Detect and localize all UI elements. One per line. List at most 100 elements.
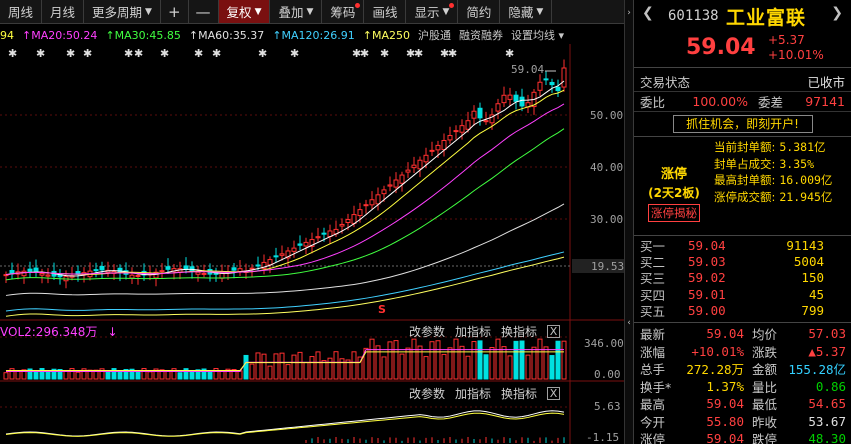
panel-collapse-icon[interactable]: › (627, 8, 631, 18)
candle-body (423, 154, 429, 163)
ma30-line (5, 128, 565, 281)
toolbar-item-8[interactable]: 画线 (364, 0, 407, 23)
panel-toggle-strip[interactable]: › ‹ (624, 0, 633, 444)
order-price: 59.04 (688, 237, 726, 253)
ma-extra-2[interactable]: 设置均线 ▾ (510, 29, 565, 42)
toolbar-item-3[interactable]: + (161, 0, 189, 23)
volume-bar (105, 371, 111, 380)
quote-value: 155.28亿 (788, 362, 846, 378)
indicator-switch-indicator-button[interactable]: 换指标 (500, 387, 537, 401)
volume-bar (399, 353, 405, 380)
candle-body (279, 253, 285, 256)
candle-body (363, 204, 369, 207)
quote-value: 59.04 (706, 396, 744, 412)
volume-bar (363, 347, 369, 380)
quote-label: 均价 (752, 327, 778, 343)
signal-star-icon: ✱ (134, 47, 143, 60)
dropdown-arrow-icon: ▼ (145, 6, 152, 17)
ma10-value: 94 (0, 28, 14, 42)
indicator-axis-tick: -1.15 (586, 431, 619, 444)
ma-extra-1[interactable]: 融资融券 (458, 29, 503, 42)
indicator-edit-params-button[interactable]: 改参数 (408, 387, 445, 401)
volume-bar (561, 340, 567, 380)
candle-body (249, 267, 255, 270)
volume-bar (237, 370, 243, 380)
volume-bar (273, 353, 279, 380)
order-level-label: 买一 (640, 238, 666, 254)
panel-expand-icon[interactable]: ‹ (627, 318, 631, 328)
dropdown-arrow-icon: ▼ (442, 6, 450, 17)
candle-body (399, 174, 405, 184)
candle-body (465, 120, 471, 130)
quote-row: 最高 59.04 最低 54.65 (634, 395, 851, 413)
ma-up-arrow-icon: ↑ (105, 28, 115, 42)
candle-body (513, 94, 519, 102)
volume-bar (357, 356, 363, 380)
volume-bar (231, 369, 237, 380)
toolbar-item-9[interactable]: 显示 ▼ (406, 0, 459, 23)
max-price-label: 59.04 (511, 63, 544, 76)
volume-bar (549, 355, 555, 380)
volume-bar (159, 369, 165, 380)
indicator-add-indicator-button[interactable]: 加指标 (454, 387, 491, 401)
signal-star-icon: ✱ (352, 47, 361, 60)
toolbar-item-0[interactable]: 周线 (0, 0, 43, 23)
signal-star-icon: ✱ (194, 47, 203, 60)
volume-bar (321, 360, 327, 380)
volume-bar (33, 371, 39, 380)
prev-stock-icon[interactable]: ❮ (642, 5, 654, 21)
open-account-promo-button[interactable]: 抓住机会，即刻开户! (672, 115, 813, 133)
quote-label: 涨跌 (752, 344, 778, 360)
next-stock-icon[interactable]: ❯ (831, 5, 843, 21)
candle-body (447, 135, 453, 141)
stock-header: ❮ 601138 工业富联 ❯ 59.04 +5.37 +10.01% (634, 0, 851, 68)
limit-up-reveal-button[interactable]: 涨停揭秘 (648, 204, 700, 222)
volume-close-icon[interactable]: X (547, 325, 560, 338)
chart-toolbar: 周线 月线 更多周期 ▼ + — 复权 ▼ 叠加 ▼ 筹码 画线 显示 ▼ 简约 隐藏 ▼ (0, 0, 632, 24)
indicator-close-icon[interactable]: X (547, 387, 560, 400)
volume-bar (81, 368, 87, 380)
toolbar-item-4[interactable]: — (189, 0, 219, 23)
candle-body (369, 199, 375, 206)
weicha-label: 委差 (758, 95, 784, 110)
volume-header: VOL2:296.348万 ↓ 改参数 加指标 换指标 X (0, 323, 570, 340)
toolbar-item-6[interactable]: 叠加 ▼ (270, 0, 323, 23)
order-book-row: 买五 59.00 799 (634, 303, 851, 319)
volume-bar (99, 368, 105, 380)
limit-up-stat-label: 当前封单额: (714, 140, 776, 154)
candle-body (321, 232, 327, 235)
volume-bar (111, 368, 117, 380)
quote-value: 59.04 (706, 326, 744, 342)
ma-legend-item: ↑MA20:50.24 (22, 29, 97, 42)
volume-bar (393, 340, 399, 380)
toolbar-item-5[interactable]: 复权 ▼ (218, 0, 271, 23)
indicator-line (5, 410, 565, 437)
ma-extra-0[interactable]: 沪股通 (417, 29, 451, 42)
toolbar-item-10[interactable]: 简约 (458, 0, 501, 23)
volume-edit-params-button[interactable]: 改参数 (408, 325, 445, 339)
limit-up-stat-label: 涨停成交额: (714, 189, 776, 204)
weicha-value: 97141 (805, 94, 845, 109)
volume-bar (555, 340, 561, 380)
candle-body (453, 130, 459, 133)
toolbar-item-11[interactable]: 隐藏 ▼ (500, 0, 553, 23)
limit-up-boards: (2天2板) (648, 186, 700, 200)
candle-body (231, 267, 237, 271)
volume-bar (411, 338, 417, 380)
volume-add-indicator-button[interactable]: 加指标 (454, 325, 491, 339)
ma-legend-item: ↑MA60:35.37 (189, 29, 264, 42)
volume-bar (531, 346, 537, 380)
toolbar-item-2[interactable]: 更多周期 ▼ (84, 0, 161, 23)
signal-star-icon: ✱ (380, 47, 389, 60)
toolbar-item-7[interactable]: 筹码 (322, 0, 365, 23)
candle-body (129, 274, 135, 279)
ma-legend-item: ↑MA30:45.85 (105, 29, 180, 42)
volume-bar (201, 368, 207, 380)
trade-status-label: 交易状态 (640, 74, 691, 90)
ma-legend-item: ↑MA250 (363, 29, 410, 42)
toolbar-item-1[interactable]: 月线 (42, 0, 85, 23)
price-axis-tick: 30.00 (590, 213, 623, 226)
quote-label: 昨收 (752, 414, 778, 430)
volume-switch-indicator-button[interactable]: 换指标 (500, 325, 537, 339)
